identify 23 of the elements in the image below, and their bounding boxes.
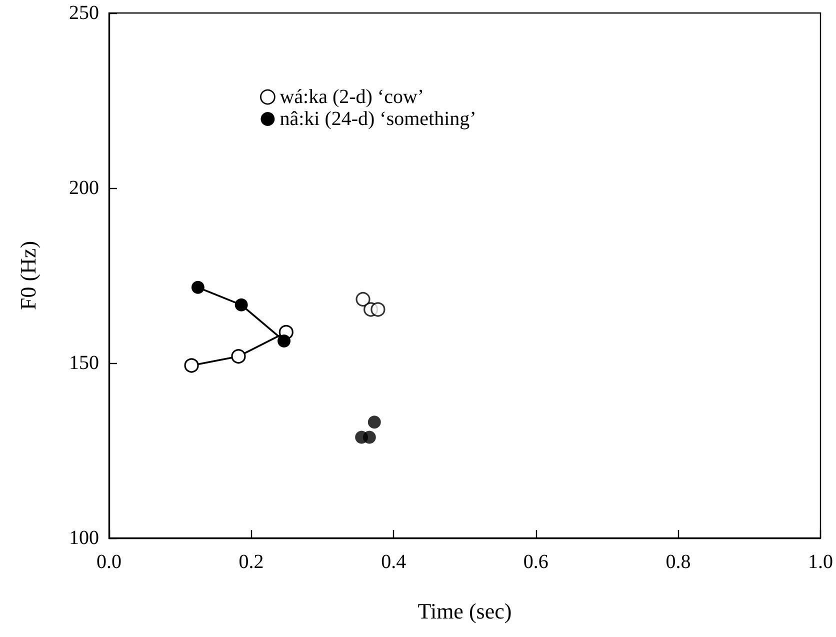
x-tick-label: 0.2 — [238, 551, 264, 573]
x-tick-label: 0.4 — [381, 551, 406, 573]
y-tick-label: 200 — [69, 177, 99, 199]
point — [362, 430, 376, 444]
y-tick-label: 100 — [69, 527, 99, 549]
point — [191, 280, 204, 294]
legend-label: nâ:ki (24-d) ‘something’ — [280, 108, 476, 130]
y-tick-label: 150 — [69, 352, 99, 374]
point — [234, 298, 248, 312]
y-tick-label: 250 — [69, 2, 99, 24]
y-axis-title: F0 (Hz) — [16, 240, 40, 310]
x-tick-label: 1.0 — [808, 551, 833, 573]
point — [356, 292, 370, 307]
legend-label: wá:ka (2-d) ‘cow’ — [280, 86, 424, 108]
point — [278, 334, 291, 348]
x-tick-label: 0.6 — [523, 551, 548, 573]
point — [370, 302, 386, 317]
x-axis-title: Time (sec) — [418, 598, 512, 624]
point — [184, 358, 199, 373]
point — [368, 416, 381, 429]
x-tick-label: 0.0 — [96, 551, 122, 573]
point — [231, 349, 246, 364]
x-tick-label: 0.8 — [666, 551, 691, 573]
